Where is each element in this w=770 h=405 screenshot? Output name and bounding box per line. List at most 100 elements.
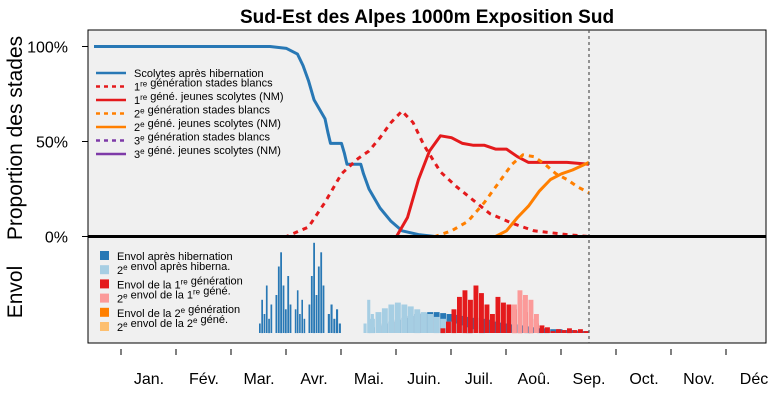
- flight-bar: [572, 330, 578, 333]
- flight-bar: [556, 329, 561, 333]
- legend-bar-swatch: [100, 279, 109, 289]
- flight-bar: [457, 296, 462, 333]
- flight-bar: [280, 252, 282, 334]
- flight-bar: [427, 314, 434, 333]
- flight-bar: [284, 309, 287, 334]
- flight-bar: [315, 295, 318, 333]
- chart-title: Sud-Est des Alpes 1000m Exposition Sud: [240, 7, 614, 28]
- flight-bar: [363, 323, 367, 333]
- flight-bar: [301, 299, 303, 334]
- flight-bar: [270, 304, 273, 333]
- legend-label: Envol après hibernation: [117, 251, 233, 263]
- flight-bar: [265, 285, 268, 333]
- x-tick-label: Juin.: [407, 371, 441, 388]
- flight-bar: [394, 302, 401, 333]
- flight-bar: [490, 314, 495, 333]
- y-tick-label: 0%: [45, 230, 68, 247]
- flight-bar: [369, 318, 375, 334]
- flight-bar: [539, 325, 545, 333]
- flight-bar: [501, 302, 506, 333]
- legend-label: 2e envol de la 1re géné.: [117, 286, 231, 306]
- x-tick-label: Sep.: [573, 371, 606, 388]
- x-tick-label: Oct.: [629, 371, 658, 388]
- flight-bar: [550, 331, 556, 333]
- flight-bar: [287, 276, 290, 333]
- upper-y-axis-label: Proportion des stades: [4, 36, 27, 240]
- flight-bar: [495, 296, 501, 333]
- flight-bar: [440, 328, 446, 334]
- flight-bar: [259, 323, 261, 333]
- legend-bar-swatch: [100, 265, 109, 275]
- y-tick-label: 50%: [36, 135, 68, 152]
- flight-bar: [473, 285, 479, 333]
- flight-bar: [414, 309, 421, 334]
- flight-bar: [320, 252, 323, 334]
- flight-bar: [484, 304, 490, 333]
- flight-bar: [583, 331, 589, 333]
- flight-bar: [367, 299, 371, 334]
- flight-bar: [289, 304, 292, 333]
- x-tick-label: Nov.: [683, 371, 715, 388]
- legend-label: Scolytes après hibernation: [134, 68, 264, 80]
- flight-bar: [277, 266, 280, 333]
- flight-bar: [517, 290, 523, 334]
- legend-bar-swatch: [100, 307, 109, 317]
- legend-label: 2e géné. jeunes scolytes (NM): [134, 118, 281, 134]
- flight-bar: [313, 242, 315, 334]
- flight-bar: [523, 295, 528, 333]
- x-tick-label: Avr.: [300, 371, 327, 388]
- flight-bar: [317, 266, 320, 333]
- legend-label: 3e génération stades blancs: [134, 132, 270, 148]
- flight-bar: [268, 318, 270, 334]
- series-line: [94, 109, 590, 238]
- legend-bar-swatch: [100, 293, 109, 303]
- flight-bar: [530, 327, 537, 333]
- flight-bar: [468, 299, 473, 334]
- flight-bar: [407, 306, 414, 333]
- flight-bar: [299, 314, 301, 333]
- flight-bar: [275, 295, 278, 333]
- flight-bar: [330, 304, 333, 333]
- flight-bar: [310, 276, 313, 333]
- legend-label: 2e génération stades blancs: [134, 105, 270, 121]
- series-line: [94, 153, 590, 238]
- flight-bar: [506, 304, 512, 333]
- x-tick-label: Juil.: [465, 371, 493, 388]
- flight-bar: [440, 318, 447, 334]
- plot-area: [87, 29, 767, 344]
- flight-bar: [420, 312, 427, 333]
- flight-bar: [578, 329, 583, 333]
- flight-bar: [294, 309, 297, 334]
- series-line: [94, 45, 589, 238]
- flight-bar: [263, 314, 266, 333]
- series-line: [94, 161, 590, 238]
- flight-bar: [282, 285, 285, 333]
- flight-bar: [375, 312, 382, 333]
- x-tick-label: Jan.: [134, 371, 164, 388]
- flight-bar: [451, 309, 457, 334]
- legend-label: Envol de la 1re génération: [117, 275, 243, 291]
- legend-label: 2e envol de la 2e géné.: [117, 314, 228, 334]
- lower-y-axis-label: Envol: [4, 266, 27, 319]
- flight-bar: [388, 304, 395, 333]
- y-tick-label: 100%: [27, 40, 68, 57]
- flight-bar: [336, 309, 339, 334]
- x-tick-label: Déc: [740, 371, 768, 388]
- flight-bar: [261, 299, 263, 334]
- flight-bar: [308, 304, 311, 333]
- flight-bar: [446, 321, 451, 333]
- lower-bars: [259, 242, 589, 334]
- x-tick-label: Mar.: [243, 371, 274, 388]
- x-axis-ticks: Jan. Fév. Mar. Avr. Mai. Juin. Juil. Aoû. Sep. Oc…: [120, 349, 768, 388]
- flight-bar: [333, 318, 336, 334]
- flight-bar: [561, 330, 567, 333]
- legend-label: 2e envol après hiberna.: [117, 261, 230, 277]
- flight-bar: [534, 314, 539, 333]
- flight-bar: [296, 290, 299, 334]
- legend-label: 1re géné. jeunes scolytes (NM): [134, 91, 284, 107]
- legend-bar-swatch: [100, 251, 109, 260]
- flight-bar: [479, 293, 484, 333]
- flight-bar: [303, 318, 306, 334]
- legend-label: 3e géné. jeunes scolytes (NM): [134, 145, 281, 161]
